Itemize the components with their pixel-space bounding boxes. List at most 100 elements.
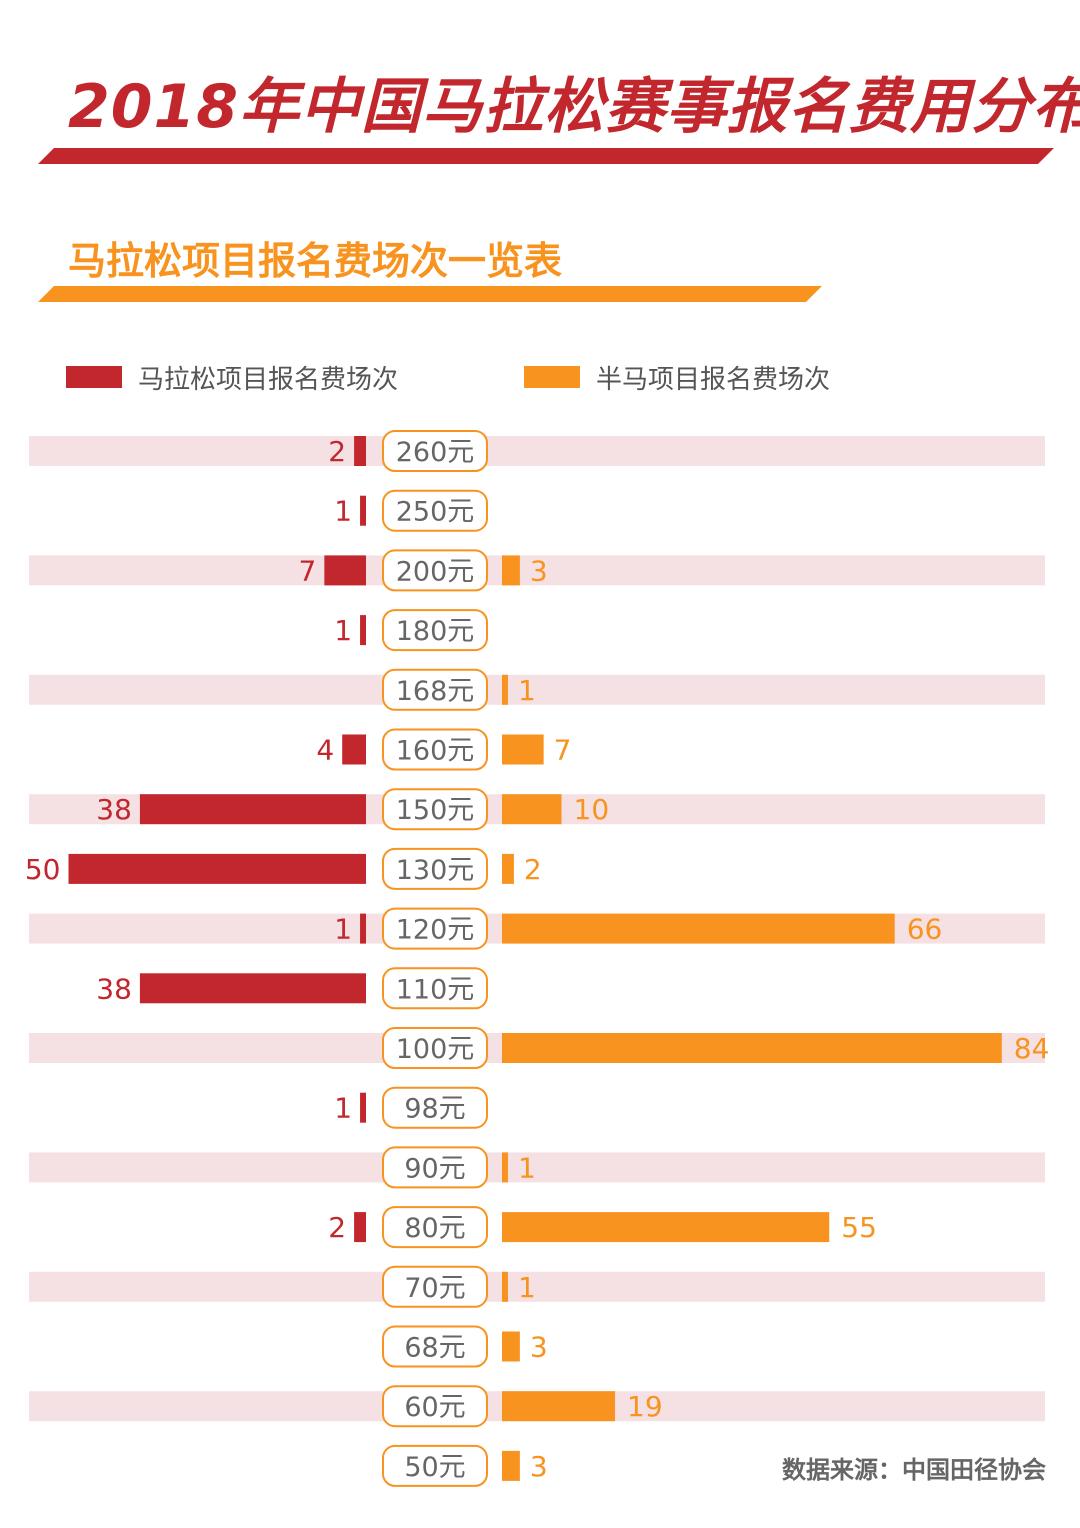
category-pill: [382, 907, 488, 950]
bar-marathon: [342, 734, 366, 765]
bar-half: [502, 1212, 830, 1243]
category-pill: [382, 1027, 488, 1069]
category-label: 250元: [396, 497, 475, 528]
category-label: 98元: [404, 1094, 465, 1125]
value-label-marathon: 7: [299, 554, 317, 587]
category-label: 100元: [396, 1034, 475, 1065]
chart-title: 2018年中国马拉松赛事报名费用分布: [68, 72, 1080, 142]
category-label: 80元: [404, 1213, 465, 1244]
value-label-marathon: 2: [328, 435, 346, 468]
bar-half: [502, 1271, 508, 1302]
value-label-half: 1: [518, 1151, 536, 1184]
category-label: 260元: [396, 437, 475, 468]
category-label: 68元: [404, 1333, 465, 1364]
value-label-marathon: 1: [334, 614, 352, 647]
category-pill: [382, 1385, 488, 1428]
title-underline-bar: [38, 148, 1054, 164]
bar-marathon: [354, 1212, 366, 1243]
row-stripe: [29, 555, 1045, 586]
value-label-marathon: 4: [316, 734, 334, 767]
value-label-marathon: 1: [334, 1092, 352, 1125]
category-pill: [382, 1146, 488, 1189]
value-label-half: 3: [530, 1450, 548, 1483]
category-label: 70元: [404, 1273, 465, 1304]
value-label-half: 7: [554, 734, 572, 767]
bar-marathon: [139, 973, 366, 1004]
category-pill: [382, 489, 488, 532]
category-pill: [382, 1086, 488, 1129]
bar-half: [502, 1033, 1002, 1063]
value-label-half: 3: [530, 1331, 548, 1364]
bar-half: [502, 913, 895, 944]
bar-marathon: [139, 794, 366, 825]
source-note: 数据来源：中国田径协会: [782, 1456, 1046, 1484]
category-pill: [382, 668, 488, 711]
value-label-marathon: 1: [334, 495, 352, 528]
bar-half: [502, 674, 508, 705]
category-pill: [382, 609, 488, 652]
category-pill: [382, 967, 488, 1010]
value-label-half: 10: [574, 793, 610, 826]
value-label-marathon: 1: [334, 913, 352, 946]
subtitle-underline-bar: [38, 286, 822, 302]
bar-half: [502, 1152, 508, 1183]
category-label: 168元: [396, 676, 475, 707]
category-label: 110元: [396, 974, 475, 1005]
bar-half: [502, 1450, 520, 1481]
legend-swatch-half: [524, 366, 580, 388]
category-pill: [382, 430, 488, 472]
category-pill: [382, 1444, 488, 1487]
legend-item-marathon: 马拉松项目报名费场次: [66, 360, 399, 395]
bar-half: [502, 1331, 520, 1362]
chart-subtitle: 马拉松项目报名费场次一览表: [68, 239, 563, 283]
category-label: 50元: [404, 1452, 465, 1483]
category-pill: [382, 788, 488, 831]
value-label-half: 66: [907, 913, 943, 946]
category-label: 120元: [396, 915, 475, 946]
legend-label-half: 半马项目报名费场次: [596, 364, 831, 395]
row-stripe: [29, 436, 1045, 466]
category-label: 150元: [396, 795, 475, 826]
bar-marathon: [360, 495, 366, 526]
category-label: 60元: [404, 1392, 465, 1423]
category-label: 130元: [396, 855, 475, 886]
row-stripe: [29, 674, 1045, 705]
category-label: 180元: [396, 616, 475, 647]
category-pill: [382, 1206, 488, 1249]
value-label-half: 1: [518, 674, 536, 707]
bar-half: [502, 1391, 616, 1422]
value-label-half: 55: [841, 1211, 877, 1244]
value-label-marathon: 2: [328, 1211, 346, 1244]
category-label: 200元: [396, 556, 475, 587]
value-label-half: 1: [518, 1271, 536, 1304]
category-pill: [382, 1265, 488, 1308]
category-pill: [382, 728, 488, 771]
legend-swatch-marathon: [66, 366, 122, 388]
bar-marathon: [324, 555, 366, 586]
category-label: 160元: [396, 736, 475, 767]
bar-marathon: [68, 853, 366, 884]
value-label-half: 3: [530, 554, 548, 587]
category-pill: [382, 549, 488, 592]
bar-half: [502, 734, 544, 765]
bar-half: [502, 853, 514, 884]
value-label-half: 19: [627, 1390, 663, 1423]
legend-item-half: 半马项目报名费场次: [524, 360, 831, 395]
legend-label-marathon: 马拉松项目报名费场次: [138, 364, 399, 395]
bar-marathon: [360, 1092, 366, 1123]
value-label-marathon: 50: [25, 853, 61, 886]
bar-marathon: [360, 913, 366, 944]
value-label-half: 84: [1014, 1032, 1050, 1065]
value-label-marathon: 38: [96, 972, 132, 1005]
value-label-half: 2: [524, 853, 542, 886]
bar-half: [502, 555, 520, 586]
category-pill: [382, 1325, 488, 1368]
bar-half: [502, 794, 562, 825]
value-label-marathon: 38: [96, 793, 132, 826]
bar-marathon: [360, 615, 366, 646]
bar-marathon: [354, 436, 366, 466]
category-label: 90元: [404, 1153, 465, 1184]
category-pill: [382, 847, 488, 890]
row-stripe: [29, 1152, 1045, 1183]
